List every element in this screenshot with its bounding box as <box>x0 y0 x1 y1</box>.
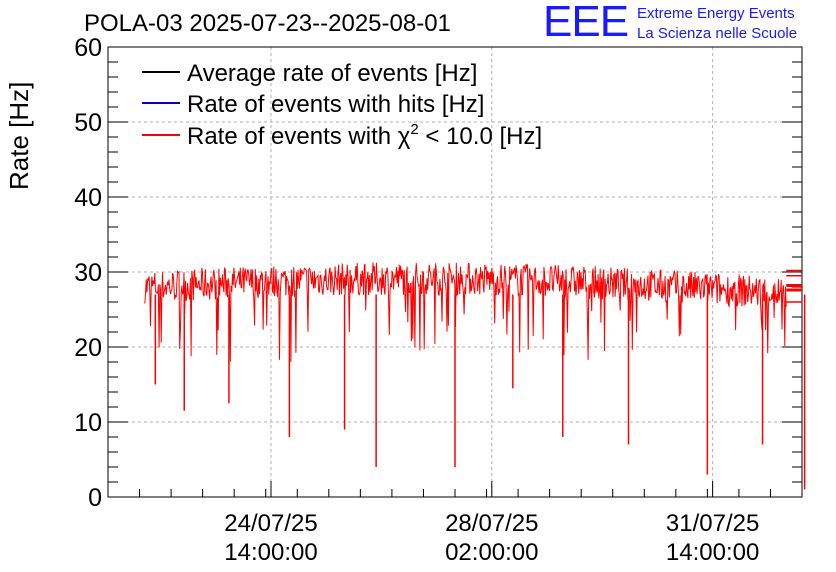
legend-label: Rate of events with χ2 < 10.0 [Hz] <box>187 121 542 150</box>
logo-line-2: La Scienza nelle Scuole <box>637 25 798 42</box>
x-tick-label-time: 14:00:00 <box>666 539 759 566</box>
x-tick-label-date: 28/07/25 <box>445 510 538 537</box>
eee-logo: EEE <box>543 0 629 46</box>
legend-label: Rate of events with hits [Hz] <box>187 91 484 118</box>
y-tick-label: 20 <box>74 334 102 362</box>
x-tick-label-date: 24/07/25 <box>224 510 317 537</box>
y-tick-label: 60 <box>74 34 102 62</box>
x-tick-label-date: 31/07/25 <box>666 510 759 537</box>
y-tick-label: 10 <box>74 409 102 437</box>
y-tick-label: 40 <box>74 184 102 212</box>
x-tick-label-time: 02:00:00 <box>445 539 538 566</box>
logo-caption: Extreme Energy Events La Scienza nelle S… <box>637 4 797 44</box>
y-tick-label: 0 <box>88 484 102 512</box>
legend-label: Average rate of events [Hz] <box>187 60 477 87</box>
y-tick-label: 50 <box>74 109 102 137</box>
series-chi2-line <box>144 262 787 362</box>
chart-title: POLA-03 2025-07-23--2025-08-01 <box>84 10 451 37</box>
y-tick-label: 30 <box>74 259 102 287</box>
x-tick-label-time: 14:00:00 <box>224 539 317 566</box>
logo-line-1: Extreme Energy Events <box>637 5 795 22</box>
